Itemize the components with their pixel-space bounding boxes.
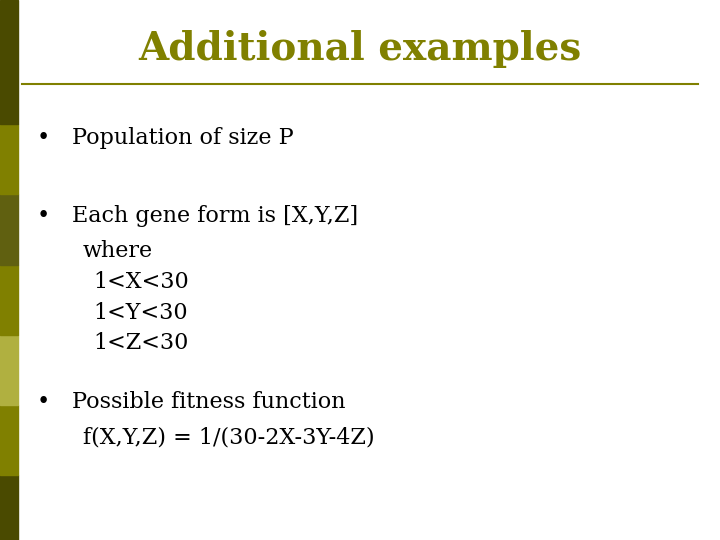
Text: 1<X<30: 1<X<30 [94, 271, 189, 293]
Bar [0, 265, 18, 335]
Text: •: • [37, 392, 50, 413]
Bar [0, 194, 18, 265]
Text: •: • [37, 205, 50, 227]
Text: •: • [37, 127, 50, 148]
Bar [0, 124, 18, 194]
Text: 1<Y<30: 1<Y<30 [94, 302, 188, 323]
Text: Possible fitness function: Possible fitness function [72, 392, 346, 413]
Bar [0, 0, 18, 124]
Text: where: where [83, 240, 153, 262]
Text: 1<Z<30: 1<Z<30 [94, 333, 189, 354]
Text: Population of size P: Population of size P [72, 127, 294, 148]
Bar [0, 335, 18, 405]
Text: Additional examples: Additional examples [138, 30, 582, 68]
Bar [0, 475, 18, 540]
Bar [0, 405, 18, 475]
Text: f(X,Y,Z) = 1/(30-2X-3Y-4Z): f(X,Y,Z) = 1/(30-2X-3Y-4Z) [83, 427, 374, 448]
Text: Each gene form is [X,Y,Z]: Each gene form is [X,Y,Z] [72, 205, 358, 227]
